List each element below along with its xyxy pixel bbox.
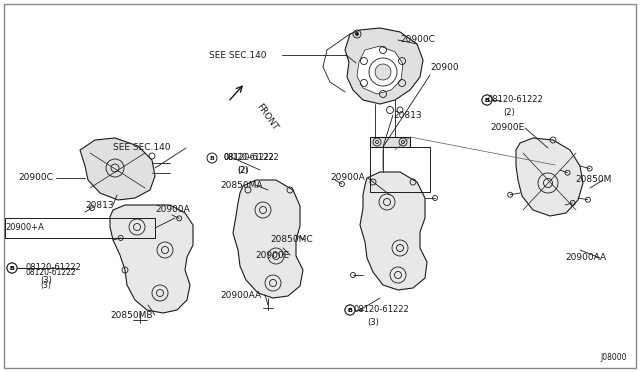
Text: 20900C: 20900C (18, 173, 53, 183)
Text: (3): (3) (40, 276, 52, 285)
Circle shape (207, 153, 217, 163)
Polygon shape (233, 180, 303, 298)
Circle shape (375, 64, 391, 80)
Polygon shape (370, 137, 410, 147)
Circle shape (7, 263, 17, 273)
Circle shape (7, 263, 17, 273)
Text: B: B (209, 155, 214, 160)
Text: 20900E: 20900E (490, 124, 524, 132)
Circle shape (482, 95, 492, 105)
Text: 20900+A: 20900+A (5, 224, 44, 232)
Polygon shape (357, 46, 403, 94)
Bar (370, 147, 430, 192)
Text: 08120-61222: 08120-61222 (353, 305, 409, 314)
Text: FRONT: FRONT (254, 102, 279, 132)
Polygon shape (80, 138, 155, 200)
Text: SEE SEC.140: SEE SEC.140 (209, 51, 266, 60)
Text: (3): (3) (367, 317, 379, 327)
Text: 08120-61222: 08120-61222 (487, 96, 543, 105)
Circle shape (482, 95, 492, 105)
Text: B: B (10, 266, 15, 270)
Text: 08120-61222: 08120-61222 (26, 268, 77, 277)
Text: (2): (2) (237, 166, 248, 174)
Text: J08000: J08000 (600, 353, 627, 362)
Circle shape (345, 305, 355, 315)
Polygon shape (516, 138, 583, 216)
Text: 20900AA: 20900AA (565, 253, 606, 263)
Text: 20850MC: 20850MC (270, 235, 312, 244)
Text: (2): (2) (503, 108, 515, 116)
Text: 20900: 20900 (430, 64, 459, 73)
Text: 20900E: 20900E (255, 250, 289, 260)
Bar (5, 218, 155, 238)
Text: (2): (2) (237, 166, 249, 174)
Text: 20900A: 20900A (155, 205, 189, 215)
Text: B: B (484, 97, 490, 103)
Text: 20900A: 20900A (330, 173, 365, 183)
Text: B: B (348, 308, 353, 312)
Text: 20900C: 20900C (400, 35, 435, 45)
Text: 20813: 20813 (393, 110, 422, 119)
Text: (3): (3) (40, 281, 51, 290)
Text: B: B (484, 97, 490, 103)
Text: SEE SEC.140: SEE SEC.140 (113, 144, 170, 153)
Polygon shape (360, 172, 427, 290)
Text: 20900AA: 20900AA (220, 291, 261, 299)
Text: B: B (10, 266, 15, 270)
Text: 20850MB: 20850MB (110, 311, 152, 320)
Text: 20813: 20813 (85, 201, 114, 209)
Text: B: B (348, 308, 353, 312)
Polygon shape (110, 205, 193, 313)
Text: 08120-61222: 08120-61222 (26, 263, 82, 273)
Circle shape (369, 58, 397, 86)
Circle shape (355, 32, 358, 35)
Text: 20850MA: 20850MA (220, 180, 262, 189)
Polygon shape (345, 28, 423, 104)
Text: 08120-61222: 08120-61222 (223, 154, 279, 163)
Circle shape (345, 305, 355, 315)
Text: 08120-61222: 08120-61222 (223, 154, 274, 163)
Text: 20850M: 20850M (575, 176, 611, 185)
